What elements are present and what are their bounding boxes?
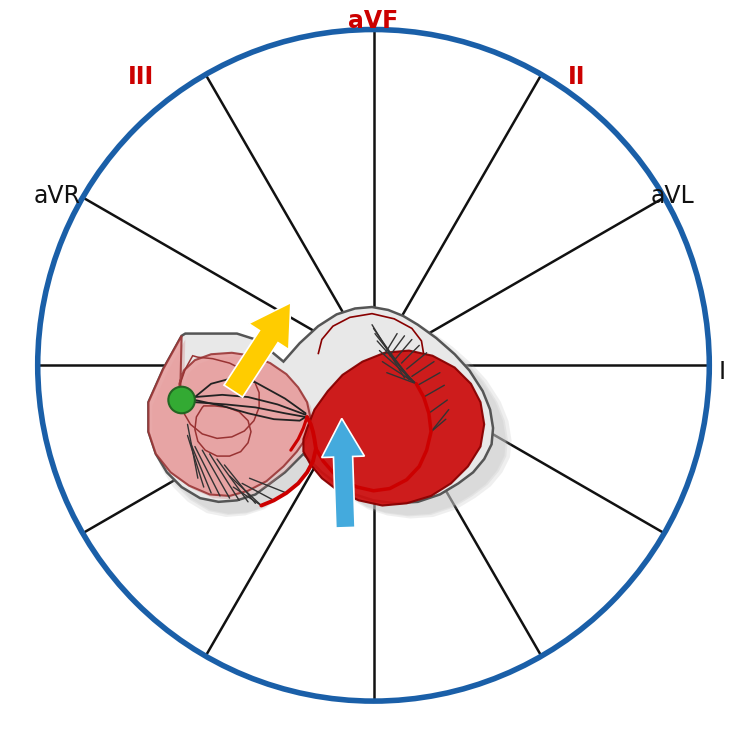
Text: aVF: aVF	[348, 9, 399, 32]
Text: aVR: aVR	[34, 184, 81, 207]
Circle shape	[168, 387, 195, 413]
Text: aVL: aVL	[650, 184, 694, 207]
Polygon shape	[303, 351, 484, 506]
Polygon shape	[149, 336, 311, 496]
FancyArrow shape	[224, 303, 291, 397]
Polygon shape	[149, 307, 493, 503]
Polygon shape	[158, 317, 506, 515]
Polygon shape	[156, 316, 508, 517]
FancyArrow shape	[322, 418, 365, 528]
Polygon shape	[152, 339, 314, 500]
Text: III: III	[128, 66, 154, 89]
Text: I: I	[719, 360, 726, 384]
Text: II: II	[568, 66, 585, 89]
Polygon shape	[153, 314, 512, 519]
